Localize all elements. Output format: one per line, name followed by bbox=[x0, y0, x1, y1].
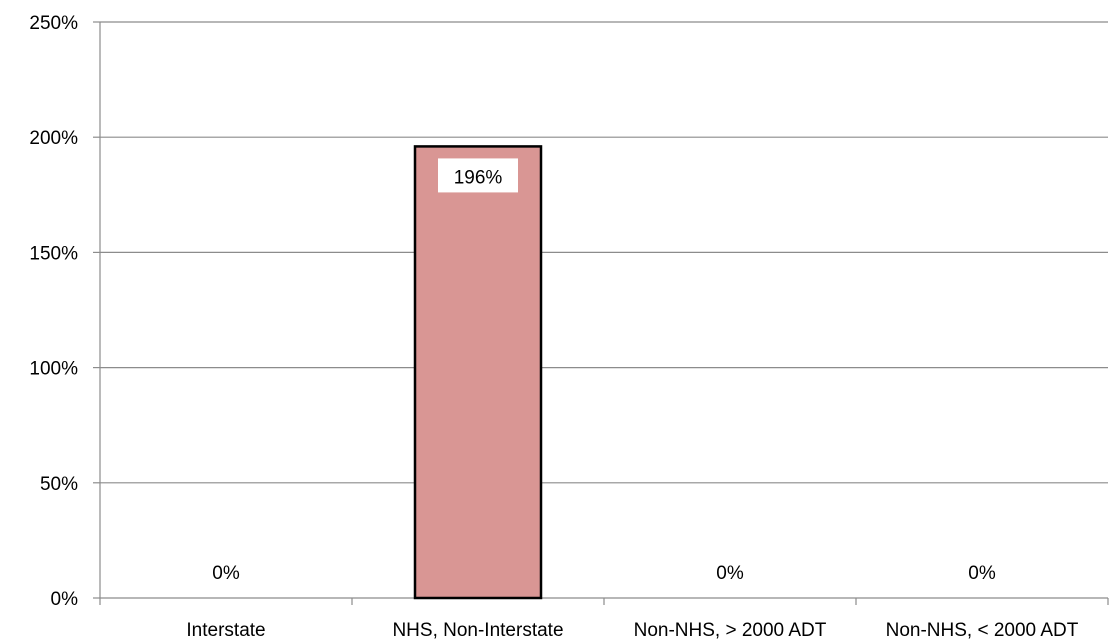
y-tick-label: 250% bbox=[29, 13, 78, 34]
x-category-label: Non-NHS, > 2000 ADT bbox=[634, 620, 827, 641]
bar bbox=[413, 145, 543, 600]
y-tick-label: 200% bbox=[29, 128, 78, 149]
y-tick-label: 150% bbox=[29, 243, 78, 264]
y-tick-label: 0% bbox=[51, 589, 79, 610]
y-tick-label: 100% bbox=[29, 359, 78, 380]
data-label-box bbox=[438, 158, 518, 193]
y-axis-tick-labels: 0% 50% 100% 150% 200% 250% bbox=[29, 13, 78, 610]
y-tick-label: 50% bbox=[40, 474, 78, 495]
data-label: 0% bbox=[716, 563, 744, 584]
data-labels: 0% 196% 0% 0% bbox=[212, 158, 996, 584]
gridlines bbox=[100, 21, 1108, 484]
x-category-label: NHS, Non-Interstate bbox=[392, 620, 563, 641]
x-axis-category-labels: Interstate NHS, Non-Interstate Non-NHS, > … bbox=[186, 620, 1078, 641]
bars bbox=[413, 145, 543, 600]
axes bbox=[93, 21, 1109, 605]
x-category-label: Non-NHS, < 2000 ADT bbox=[886, 620, 1079, 641]
data-label: 196% bbox=[454, 167, 503, 188]
data-label: 0% bbox=[968, 563, 996, 584]
x-category-label: Interstate bbox=[186, 620, 265, 641]
data-label: 0% bbox=[212, 563, 240, 584]
